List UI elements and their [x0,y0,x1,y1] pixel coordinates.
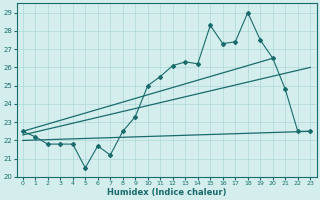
X-axis label: Humidex (Indice chaleur): Humidex (Indice chaleur) [107,188,226,197]
